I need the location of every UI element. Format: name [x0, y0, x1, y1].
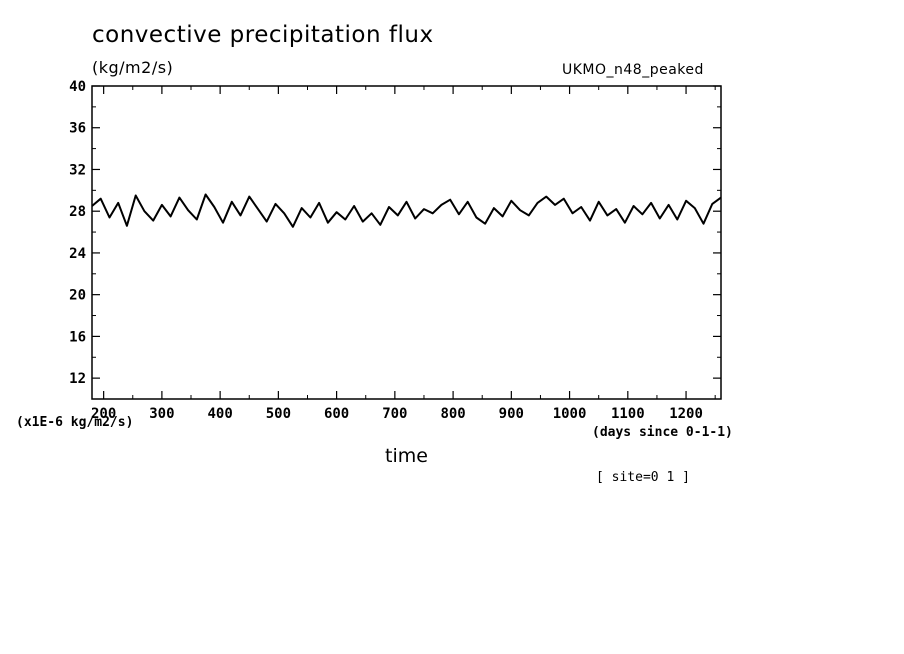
x-tick-label: 1100: [611, 406, 645, 422]
axis-ticks: 12 16 20 24 28 32 36 40 200 300 400 500 600 700 800 900…: [69, 79, 721, 422]
x-tick-label: 900: [499, 406, 524, 422]
site-label: [ site=0 1 ]: [596, 470, 690, 485]
x-tick-label: 200: [91, 406, 116, 422]
y-tick-label: 28: [69, 204, 86, 220]
y-tick-label: 16: [69, 329, 86, 345]
plot-frame: [91, 85, 722, 400]
model-label: UKMO_n48_peaked: [562, 62, 704, 78]
x-tick-label: 300: [149, 406, 174, 422]
y-tick-label: 12: [69, 371, 86, 387]
x-axis-label: time: [385, 445, 428, 467]
x-tick-label: 700: [382, 406, 407, 422]
x-tick-label: 1200: [669, 406, 703, 422]
x-tick-label: 400: [207, 406, 232, 422]
y-tick-label: 32: [69, 162, 86, 178]
x-axis-units: (days since 0-1-1): [592, 425, 733, 440]
scale-note: (x1E-6 kg/m2/s): [16, 415, 134, 430]
x-tick-label: 500: [266, 406, 291, 422]
series-layer: [91, 193, 722, 228]
x-tick-label: 1000: [553, 406, 587, 422]
y-tick-label: 40: [69, 79, 86, 95]
x-tick-label: 600: [324, 406, 349, 422]
y-tick-label: 24: [69, 246, 86, 262]
y-tick-label: 20: [69, 288, 86, 304]
series-line-0: [91, 193, 722, 228]
chart-title: convective precipitation flux: [92, 22, 434, 48]
x-tick-label: 800: [440, 406, 465, 422]
y-tick-label: 36: [69, 121, 86, 137]
units-label: (kg/m2/s): [92, 58, 174, 77]
